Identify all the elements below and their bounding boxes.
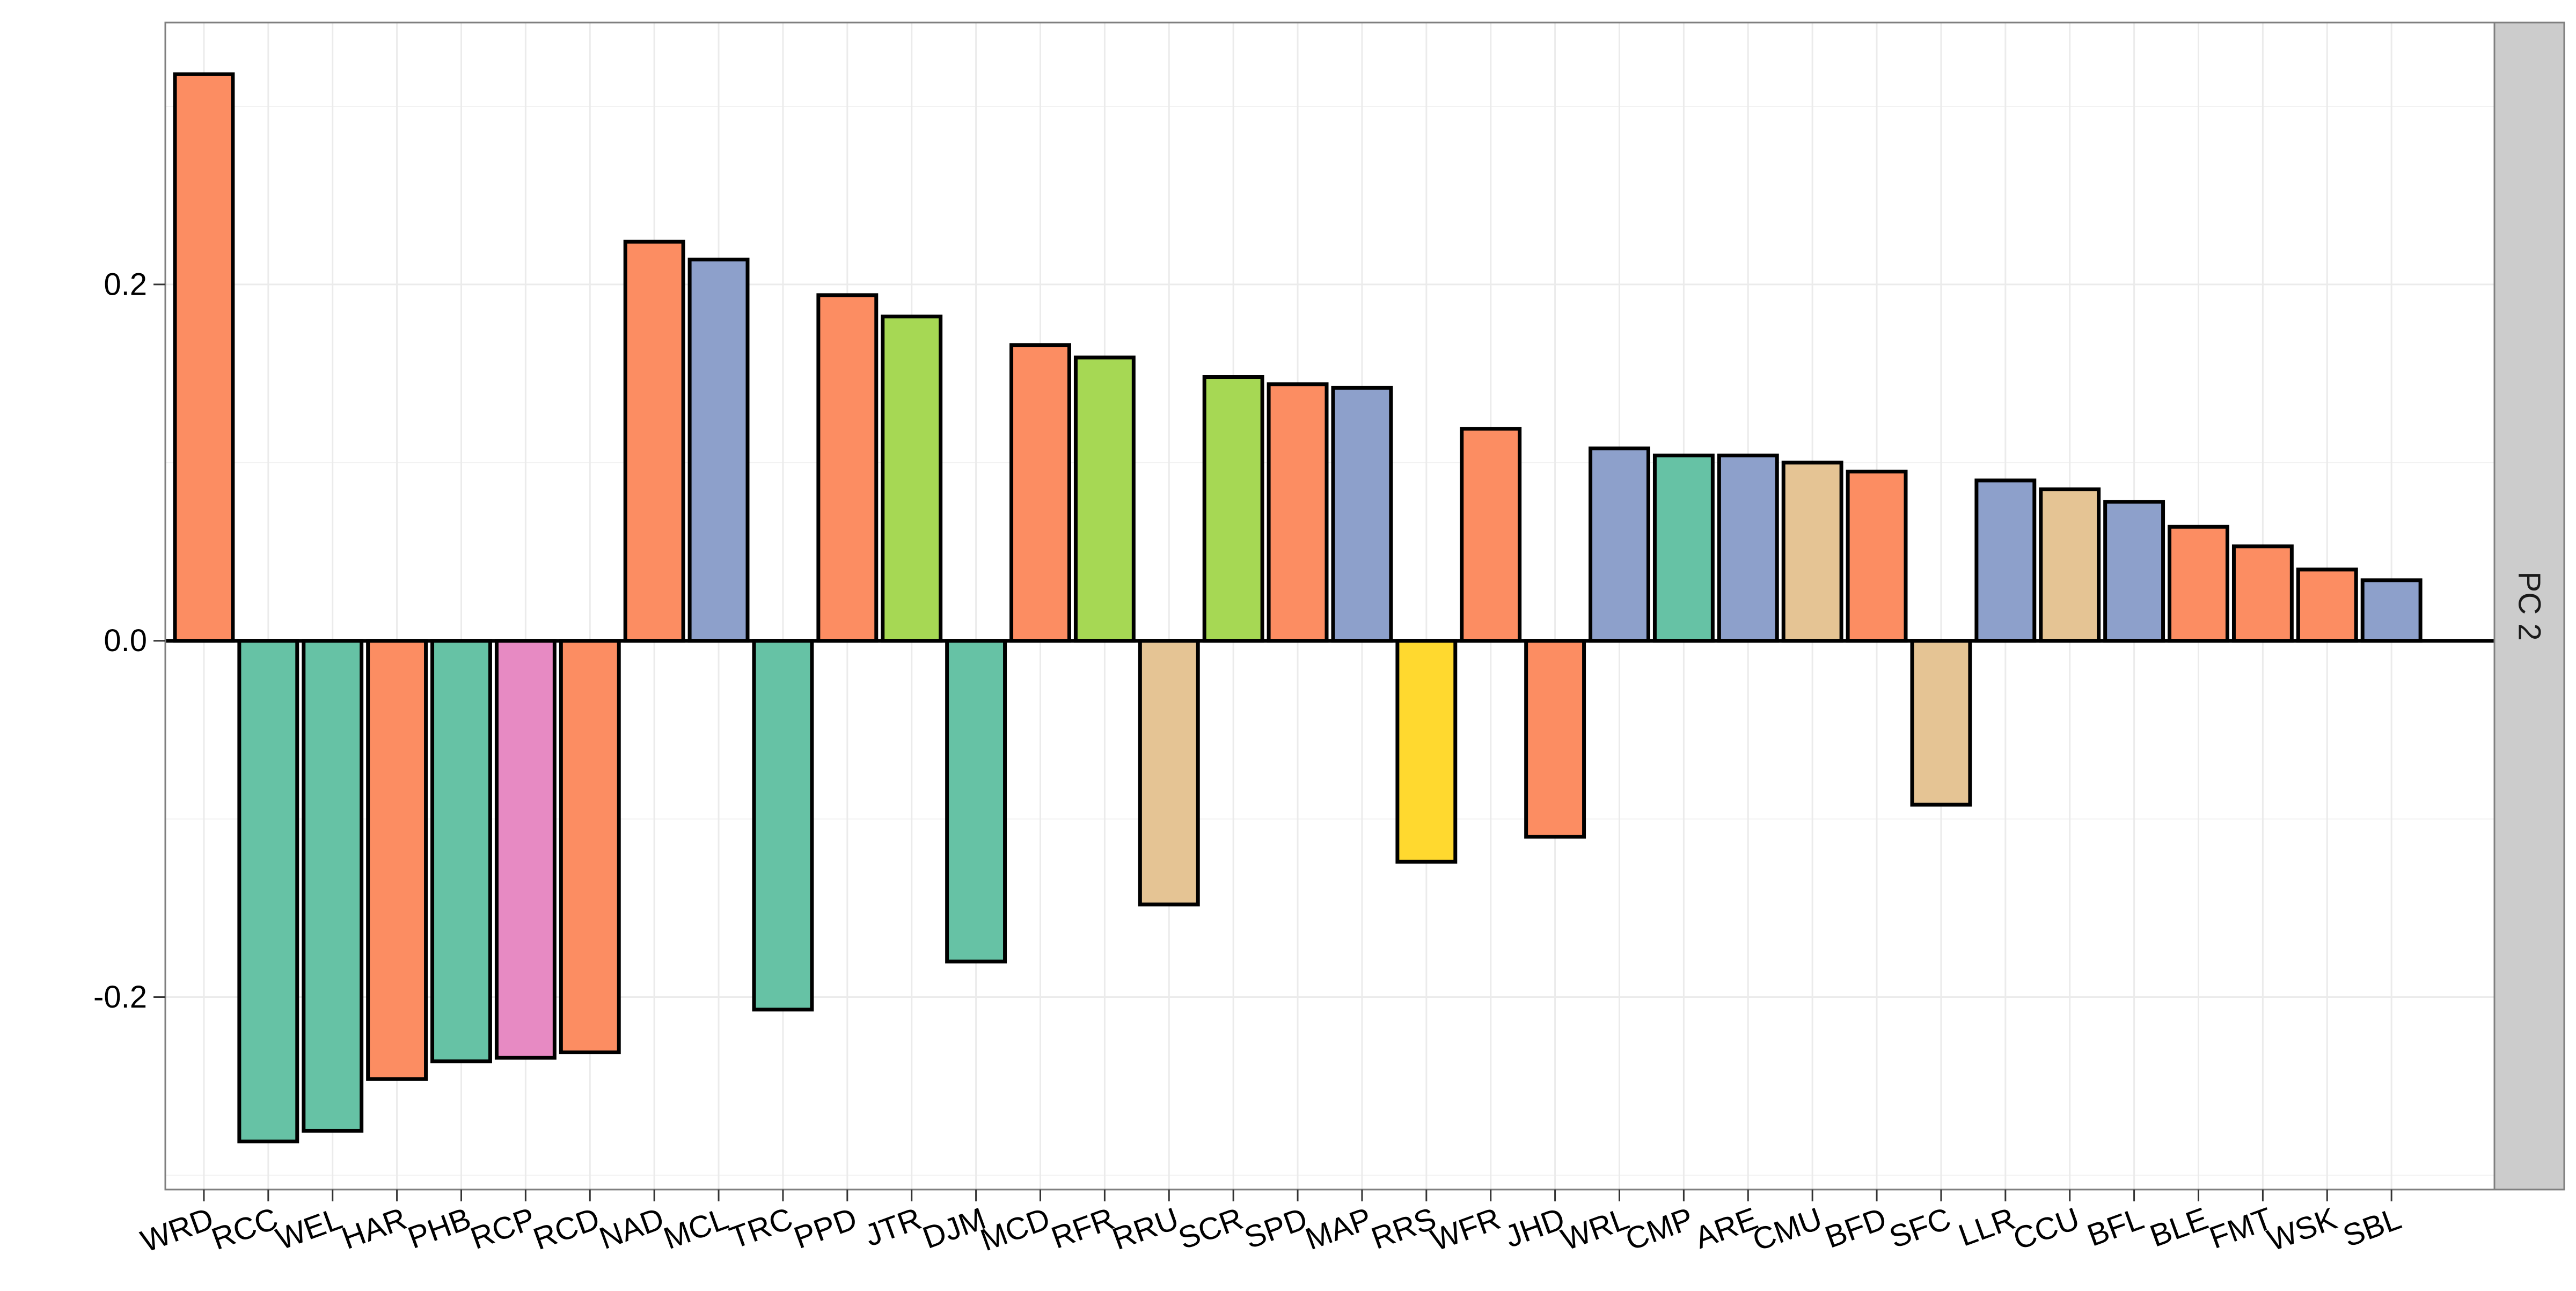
y-axis: -0.2 0.0 0.2: [93, 267, 165, 1015]
y-tick-label: 0.2: [104, 267, 147, 302]
bar-phb: [430, 639, 492, 1063]
facet-strip-background: [2493, 21, 2565, 1191]
y-tick-label: -0.2: [93, 980, 147, 1015]
bar-wfr: [1460, 427, 1522, 643]
bar-bfl: [2103, 500, 2165, 643]
bar-mcd: [1009, 343, 1071, 643]
bar-fmt: [2231, 544, 2294, 643]
bar-map: [1331, 385, 1393, 643]
bar-nad: [623, 239, 685, 643]
bar-are: [1717, 454, 1779, 643]
bar-jhd: [1524, 639, 1586, 839]
bar-sbl: [2360, 578, 2423, 643]
bar-sfc: [1910, 639, 1972, 807]
bar-rcc: [237, 639, 299, 1143]
bar-rfr: [1073, 355, 1136, 643]
y-tick-label: 0.0: [104, 623, 147, 658]
bar-scr: [1202, 375, 1264, 643]
bar-wrd: [173, 72, 235, 643]
bar-bfd: [1846, 469, 1908, 643]
bar-llr: [1974, 478, 2037, 643]
facet-strip-label: PC 2: [2512, 572, 2547, 641]
bar-mcl: [687, 257, 750, 643]
bar-jtr: [881, 315, 943, 643]
bars: [165, 72, 2494, 1143]
bar-wrl: [1589, 446, 1650, 643]
bar-spd: [1267, 382, 1329, 643]
bar-cmp: [1652, 454, 1715, 643]
bar-rcp: [494, 639, 557, 1060]
bar-rcd: [559, 639, 621, 1054]
bar-djm: [945, 639, 1007, 964]
bar-har: [366, 639, 428, 1081]
facet-strip: PC 2: [2493, 21, 2565, 1191]
bar-cmu: [1781, 461, 1843, 643]
bar-rru: [1138, 639, 1200, 907]
bar-trc: [752, 639, 814, 1012]
bar-ppd: [816, 293, 879, 643]
bar-ccu: [2039, 487, 2101, 643]
bar-wel: [302, 639, 364, 1133]
bar-ble: [2168, 524, 2229, 643]
bar-wsk: [2296, 567, 2358, 643]
bar-rrs: [1395, 639, 1458, 864]
